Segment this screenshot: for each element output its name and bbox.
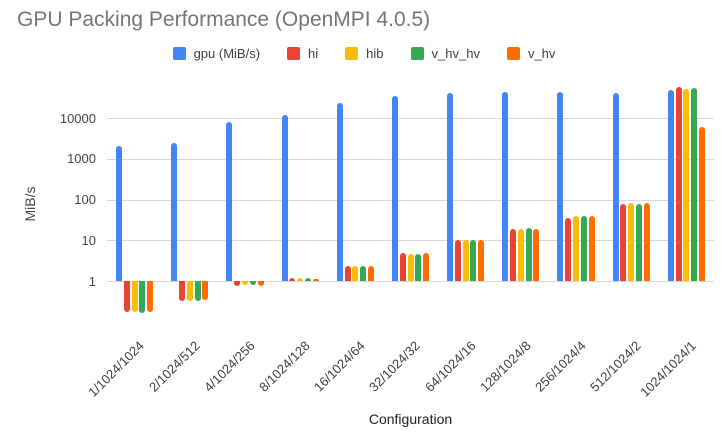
bar-gpu-mib-s bbox=[667, 89, 674, 281]
bar-v-hv-hv bbox=[580, 215, 587, 281]
bar-v-hv-hv bbox=[360, 266, 367, 281]
bar-hib bbox=[297, 277, 304, 281]
y-tick-label: 1000 bbox=[67, 151, 96, 167]
bar-v-hv bbox=[257, 281, 264, 287]
bar-gpu-mib-s bbox=[502, 92, 509, 281]
y-tick-label: 10000 bbox=[59, 110, 96, 126]
bar-gpu-mib-s bbox=[336, 102, 343, 281]
bar-v-hv-hv bbox=[415, 253, 422, 281]
bar-hib bbox=[683, 88, 690, 281]
legend-item-hi: hi bbox=[287, 46, 318, 61]
bar-v-hv-hv bbox=[525, 227, 532, 281]
bar-hib bbox=[517, 228, 524, 281]
bar-v-hv bbox=[588, 216, 595, 281]
y-tick-label: 10 bbox=[81, 232, 96, 248]
bar-v-hv-hv bbox=[691, 87, 698, 281]
bar-v-hv-hv bbox=[636, 204, 643, 281]
legend-swatch-icon bbox=[172, 47, 186, 60]
legend-swatch-icon bbox=[287, 47, 301, 60]
bar-v-hv bbox=[699, 126, 705, 281]
y-tick-label: 1 bbox=[88, 273, 96, 289]
bar-v-hv bbox=[202, 281, 209, 301]
legend-item-gpu-mib-s: gpu (MiB/s) bbox=[172, 46, 261, 61]
bar-v-hv bbox=[643, 203, 650, 281]
bar-hib bbox=[573, 216, 580, 281]
legend-swatch-icon bbox=[345, 47, 359, 60]
bar-hib bbox=[186, 281, 193, 302]
bar-gpu-mib-s bbox=[115, 145, 122, 281]
chart-title: GPU Packing Performance (OpenMPI 4.0.5) bbox=[17, 8, 431, 31]
legend-item-hib: hib bbox=[345, 46, 384, 61]
legend-swatch-icon bbox=[506, 47, 520, 60]
bar-hi bbox=[620, 203, 627, 281]
legend-label: hib bbox=[366, 46, 384, 61]
bar-hib bbox=[131, 281, 138, 313]
x-tick-label: 1/1024/1024 bbox=[85, 338, 148, 400]
bar-gpu-mib-s bbox=[447, 93, 454, 281]
bar-v-hv bbox=[423, 252, 430, 281]
legend-item-v-hv-hv: v_hv_hv bbox=[410, 46, 480, 61]
x-tick-label: 32/1024/32 bbox=[366, 338, 424, 395]
bar-v-hv bbox=[367, 265, 374, 281]
bar-hi bbox=[510, 228, 517, 281]
legend-label: v_hv bbox=[527, 46, 556, 61]
gridline-1 bbox=[107, 281, 714, 282]
x-tick-label: 512/1024/2 bbox=[587, 338, 644, 395]
bar-hi bbox=[565, 218, 572, 281]
bar-hi bbox=[234, 281, 241, 287]
bar-hib bbox=[628, 203, 635, 281]
bar-v-hv-hv bbox=[194, 281, 201, 302]
bar-hib bbox=[241, 281, 248, 285]
x-tick-label: 64/1024/16 bbox=[421, 338, 479, 395]
legend-label: gpu (MiB/s) bbox=[193, 46, 261, 61]
y-tick-label: 100 bbox=[74, 192, 96, 207]
x-tick-label: 128/1024/8 bbox=[476, 338, 534, 395]
x-tick-label: 256/1024/4 bbox=[532, 338, 589, 395]
bar-gpu-mib-s bbox=[557, 91, 564, 281]
legend-item-v-hv: v_hv bbox=[506, 46, 556, 61]
x-tick-label: 16/1024/64 bbox=[311, 338, 368, 395]
x-tick-label: 4/1024/256 bbox=[200, 338, 258, 395]
bar-hi bbox=[454, 240, 461, 281]
bar-v-hv bbox=[478, 240, 485, 281]
legend: gpu (MiB/s) hi hib v_hv_hv v_hv bbox=[0, 46, 728, 61]
bar-hib bbox=[407, 253, 414, 281]
bar-hi bbox=[344, 265, 351, 281]
bar-gpu-mib-s bbox=[226, 121, 233, 281]
x-axis-title: Configuration bbox=[368, 411, 453, 427]
x-tick-label: 8/1024/128 bbox=[256, 338, 313, 395]
bar-hib bbox=[462, 240, 469, 281]
legend-label: v_hv_hv bbox=[431, 46, 480, 61]
legend-label: hi bbox=[308, 46, 319, 61]
bar-v-hv-hv bbox=[139, 281, 146, 314]
bar-hi bbox=[123, 281, 130, 313]
bar-v-hv-hv bbox=[304, 277, 311, 281]
bar-hib bbox=[352, 266, 359, 281]
bar-gpu-mib-s bbox=[281, 114, 288, 281]
bar-v-hv bbox=[312, 278, 319, 281]
bar-v-hv bbox=[533, 228, 540, 281]
x-tick-label: 2/1024/512 bbox=[145, 338, 203, 395]
bar-v-hv-hv bbox=[249, 281, 256, 285]
bar-hi bbox=[178, 281, 185, 302]
x-tick-label: 1024/1024/1 bbox=[637, 338, 700, 400]
bar-v-hv-hv bbox=[470, 240, 477, 281]
gridline-10 bbox=[107, 240, 714, 242]
gridline-1000 bbox=[107, 158, 714, 160]
bar-gpu-mib-s bbox=[171, 142, 178, 281]
bar-hi bbox=[399, 252, 406, 281]
bar-gpu-mib-s bbox=[612, 92, 619, 281]
bar-v-hv bbox=[147, 281, 154, 313]
gridline-10000 bbox=[107, 118, 714, 119]
bar-hi bbox=[675, 86, 682, 281]
legend-swatch-icon bbox=[410, 47, 424, 60]
bar-hi bbox=[289, 277, 296, 281]
gridline-100 bbox=[107, 199, 714, 201]
bar-gpu-mib-s bbox=[391, 96, 398, 281]
